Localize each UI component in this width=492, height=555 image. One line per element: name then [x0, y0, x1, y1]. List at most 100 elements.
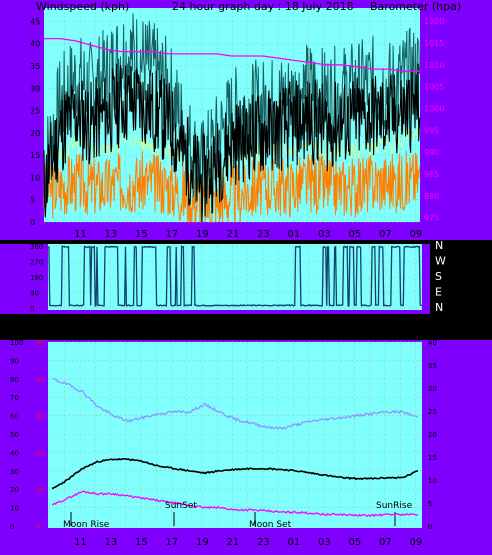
direction-compass-label: N — [435, 301, 443, 314]
baro-tick-label: 1000 — [424, 104, 444, 113]
baro-tick-label: 1010 — [424, 61, 444, 70]
direction-compass-label: E — [435, 286, 442, 299]
humidity-axis-label: Humidity (%) — [66, 320, 138, 333]
wind-tick-label: 40 — [30, 40, 40, 49]
wind-x-tick-label: 01 — [288, 229, 301, 240]
temp-series — [51, 377, 419, 518]
wind-x-tick-label: 05 — [349, 229, 362, 240]
humidity-tick-label: 0 — [10, 523, 14, 531]
wind-x-tick-label: 09 — [410, 229, 423, 240]
temp-tick-label: 5 — [428, 500, 432, 508]
rain-tick-label: 0 — [36, 523, 40, 531]
wind-orange-line — [43, 150, 421, 223]
baro-tick-label: 980 — [424, 192, 439, 201]
temp-tick-label: 15 — [428, 454, 437, 462]
humidity-tick-label: 10 — [10, 505, 19, 513]
wind-tick-label: 30 — [30, 84, 40, 93]
wind-tick-label: 15 — [30, 151, 40, 160]
temp-plot-area — [48, 342, 422, 528]
humidity-tick-label: 50 — [10, 431, 19, 439]
wind-x-tick-label: 11 — [74, 229, 87, 240]
temp-tick-label: 20 — [428, 431, 437, 439]
wind-tick-label: 45 — [30, 17, 40, 26]
rain-tick-label: 50 — [36, 339, 45, 347]
humidity-tick-label: 40 — [10, 449, 19, 457]
direction-compass-label: S — [435, 270, 442, 283]
direction-tick-label: 0 — [30, 305, 34, 313]
rain-tick-label: 30 — [36, 413, 45, 421]
wind-x-tick-label: 19 — [196, 229, 209, 240]
rain-tick-label: 20 — [36, 449, 45, 457]
temperature-line — [51, 457, 419, 490]
baro-tick-label: 1015 — [424, 39, 444, 48]
wind-x-tick-label: 07 — [379, 229, 392, 240]
baro-tick-label: 985 — [424, 170, 439, 179]
rain-tick-label: 40 — [36, 376, 45, 384]
barometer-line — [44, 37, 420, 72]
moonrise-label: Moon Rise — [63, 520, 110, 530]
humidity-tick-label: 60 — [10, 413, 19, 421]
temp-x-tick-label: 15 — [135, 537, 148, 548]
wind-x-tick-label: 21 — [227, 229, 240, 240]
chart-title: 24 hour graph day : 18 July 2018 — [172, 0, 354, 13]
temp-x-tick-label: 23 — [257, 537, 270, 548]
humidity-tick-label: 70 — [10, 394, 19, 402]
temp-tick-label: 35 — [428, 362, 437, 370]
direction-series — [47, 245, 423, 307]
temp-x-tick-label: 07 — [379, 537, 392, 548]
wind-tick-label: 20 — [30, 129, 40, 138]
sunset-label: SunSet — [165, 501, 197, 511]
wind-avg-line — [43, 63, 421, 223]
temp-tick-label: 25 — [428, 408, 437, 416]
temp-tick-label: 40 — [428, 339, 437, 347]
temp-x-tick-label: 19 — [196, 537, 209, 548]
wind-x-tick-label: 03 — [318, 229, 331, 240]
temp-x-tick-label: 17 — [166, 537, 179, 548]
humidity-tick-label: 90 — [10, 357, 19, 365]
moonset-label: Moon Set — [249, 520, 292, 530]
wind-x-tick-label: 15 — [135, 229, 148, 240]
direction-compass-label: W — [435, 255, 446, 268]
baro-tick-label: 975 — [424, 214, 439, 223]
baro-axis-label: Barometer (hpa) — [370, 0, 461, 13]
wind-x-tick-label: 13 — [105, 229, 118, 240]
rain-axis-label: Rainfall (mm) — [0, 320, 74, 333]
direction-compass-label: N — [435, 239, 443, 252]
temp-x-tick-label: 21 — [227, 537, 240, 548]
rain-tick-label: 10 — [36, 486, 45, 494]
humidity-tick-label: 80 — [10, 376, 19, 384]
temp-axis-label: Temperature (°C)Dew Point (°C) — [311, 320, 487, 333]
baro-tick-label: 990 — [424, 148, 439, 157]
humidity-tick-label: 30 — [10, 468, 19, 476]
sunrise-label: SunRise — [376, 501, 413, 511]
wind-tick-label: 35 — [30, 62, 40, 71]
baro-tick-label: 995 — [424, 126, 439, 135]
wind-tick-label: 10 — [30, 173, 40, 182]
wind-axis-label: Windspeed (kph) — [36, 0, 129, 13]
wind-x-tick-label: 23 — [257, 229, 270, 240]
temp-tick-label: 30 — [428, 385, 437, 393]
axis-ticks: 0510152025303540459759809859909951000100… — [10, 17, 446, 548]
wind-x-tick-label: 17 — [166, 229, 179, 240]
wind-tick-label: 0 — [30, 218, 35, 227]
temp-x-tick-label: 01 — [288, 537, 301, 548]
temp-x-tick-label: 11 — [74, 537, 87, 548]
dew-point-line — [52, 490, 419, 518]
temp-tick-label: 0 — [428, 523, 432, 531]
baro-tick-label: 1005 — [424, 83, 444, 92]
wind-tick-label: 25 — [30, 107, 40, 116]
temp-x-tick-label: 05 — [349, 537, 362, 548]
humidity-line — [51, 377, 419, 430]
temp-grid — [48, 341, 422, 527]
temp-x-tick-label: 13 — [105, 537, 118, 548]
wind-baro-series — [43, 13, 421, 223]
direction-tick-label: 360 — [30, 243, 43, 251]
direction-tick-label: 90 — [30, 290, 39, 298]
wind-tick-label: 5 — [30, 196, 35, 205]
temp-x-tick-label: 09 — [410, 537, 423, 548]
baro-tick-label: 1020 — [424, 17, 444, 26]
direction-line — [47, 245, 423, 307]
temp-tick-label: 10 — [428, 477, 437, 485]
